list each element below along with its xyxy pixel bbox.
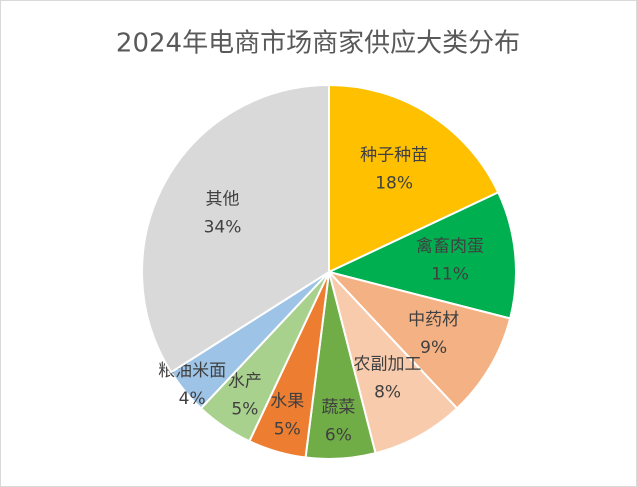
slice-label: 禽畜肉蛋 [416, 237, 484, 257]
slice-label: 水果 [270, 392, 304, 412]
slice-label: 蔬菜 [321, 397, 355, 417]
slice-label: 中药材 [408, 310, 459, 330]
value-label: 18% [375, 173, 413, 193]
value-label: 34% [204, 217, 242, 237]
slice-label: 其他 [205, 189, 239, 209]
slice-label: 水产 [228, 372, 262, 392]
value-label: 4% [179, 389, 206, 409]
value-label: 5% [231, 400, 258, 420]
value-label: 6% [325, 425, 352, 445]
pie-slice [141, 83, 330, 374]
slice-label: 种子种苗 [360, 145, 428, 165]
value-label: 5% [274, 420, 301, 440]
pie-slice [326, 191, 517, 320]
value-label: 11% [431, 265, 469, 285]
pie-slice [328, 83, 500, 274]
pie-slice [328, 271, 459, 455]
pie-slice [325, 270, 512, 410]
value-label: 9% [420, 338, 447, 358]
slice-label: 农副加工 [354, 355, 422, 375]
chart-title: 2024年电商市场商家供应大类分布 [116, 29, 520, 59]
value-label: 8% [374, 383, 401, 403]
